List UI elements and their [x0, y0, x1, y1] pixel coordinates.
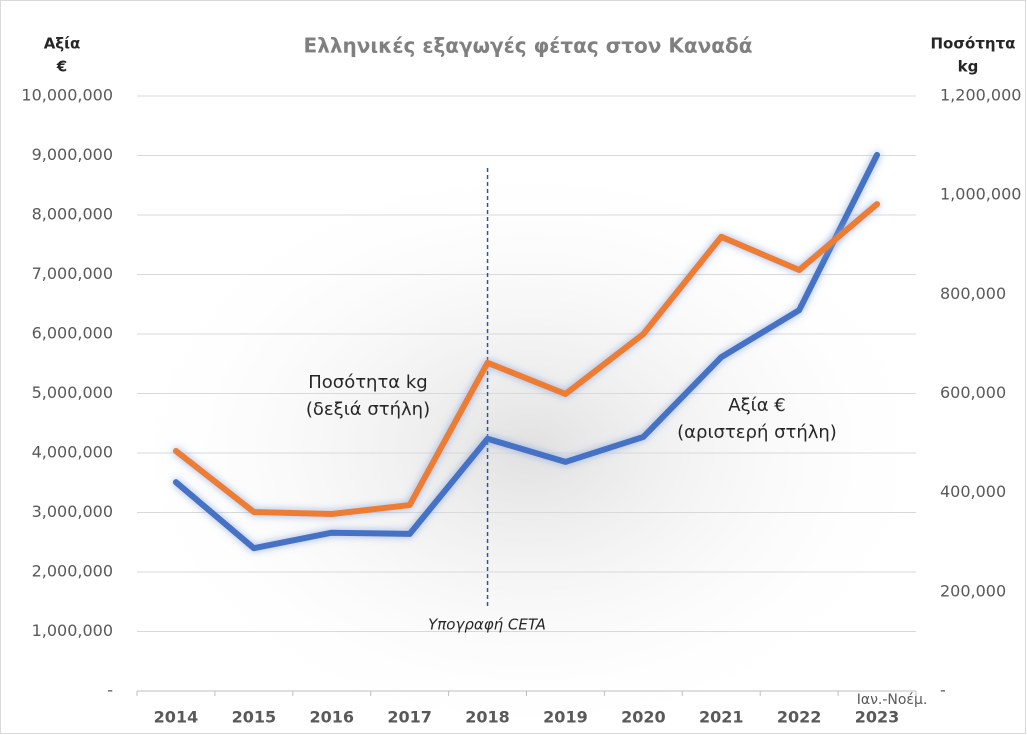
y2-tick-label: 1,000,000	[940, 185, 1021, 204]
x-tick-note: Ιαν.-Νοέμ.	[857, 692, 928, 708]
annotation: Αξία €	[728, 395, 785, 416]
background-glow	[110, 120, 950, 720]
x-tick-label: 2014	[154, 708, 199, 727]
y-axis-label: €	[56, 58, 67, 76]
y-tick-label: 3,000,000	[32, 502, 113, 521]
y-tick-label: 9,000,000	[32, 145, 113, 164]
y2-axis-label: kg	[958, 58, 979, 76]
series-line	[172, 201, 881, 517]
y-axis-label: Αξία	[44, 35, 81, 53]
y-tick-label: -	[107, 681, 113, 700]
y2-tick-label: 1,200,000	[940, 86, 1021, 105]
y-tick-label: 6,000,000	[32, 324, 113, 343]
x-tick-label: 2022	[777, 708, 822, 727]
y2-tick-label: 600,000	[940, 383, 1006, 402]
y-tick-label: 10,000,000	[21, 86, 113, 105]
y-tick-label: 8,000,000	[32, 205, 113, 224]
y2-tick-label: 200,000	[940, 581, 1006, 600]
x-tick-label: 2019	[543, 708, 588, 727]
y-tick-label: 2,000,000	[32, 562, 113, 581]
series-line	[172, 151, 881, 552]
annotation: Ποσότητα kg	[308, 372, 428, 393]
y-tick-label: 1,000,000	[32, 621, 113, 640]
y-tick-label: 5,000,000	[32, 383, 113, 402]
x-tick-label: 2023	[855, 708, 900, 727]
x-tick-label: 2017	[387, 708, 432, 727]
y-tick-label: 7,000,000	[32, 264, 113, 283]
x-tick-label: 2015	[232, 708, 277, 727]
y-tick-label: 4,000,000	[32, 443, 113, 462]
chart-title: Ελληνικές εξαγωγές φέτας στον Καναδά	[304, 34, 753, 58]
x-tick-label: 2020	[621, 708, 666, 727]
y2-tick-label: 800,000	[940, 284, 1006, 303]
x-tick-label: 2021	[699, 708, 744, 727]
x-tick-label: 2018	[465, 708, 510, 727]
annotation: (αριστερή στήλη)	[677, 422, 837, 443]
annotation: Υπογραφή CETA	[428, 616, 546, 634]
y2-tick-label: -	[940, 681, 946, 700]
y2-tick-label: 400,000	[940, 482, 1006, 501]
y2-axis-label: Ποσότητα	[931, 35, 1016, 53]
x-tick-label: 2016	[309, 708, 354, 727]
annotation: (δεξιά στήλη)	[306, 399, 430, 420]
